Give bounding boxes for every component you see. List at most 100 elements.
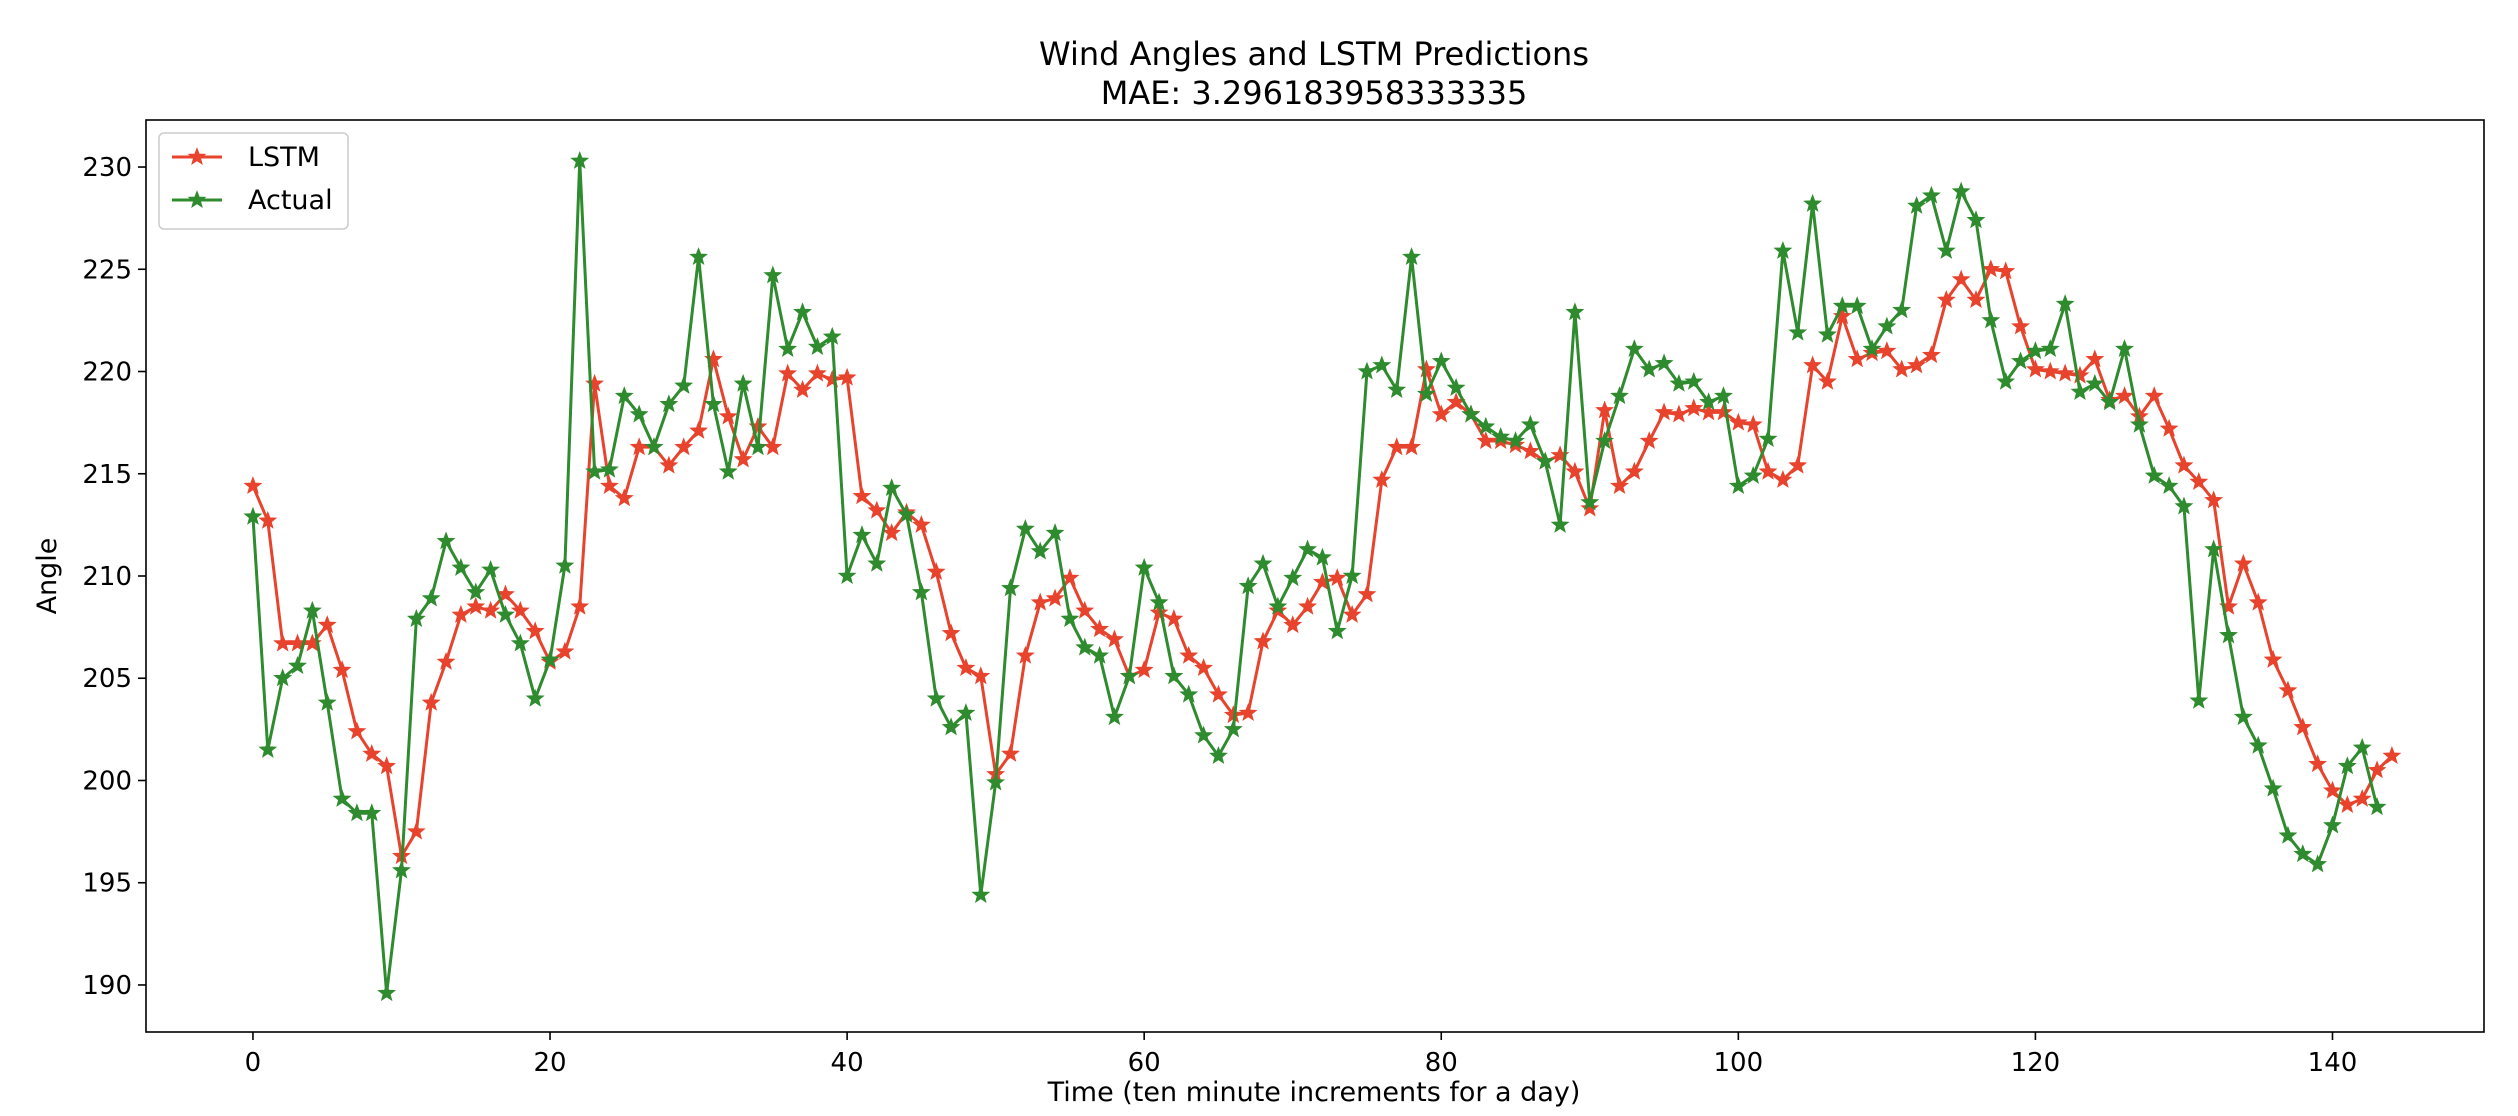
data-point [2248,735,2268,754]
x-tick-label: 80 [1425,1048,1458,1078]
data-point [243,476,263,495]
data-point [1981,259,2001,278]
data-point [2174,496,2194,515]
data-point [614,386,634,405]
data-point [1877,316,1897,335]
legend-marker [187,190,207,209]
data-point [807,337,827,355]
data-point [941,717,961,736]
data-point [1506,431,1525,450]
data-point [1223,719,1243,738]
data-point [1105,629,1124,648]
data-point [882,478,902,497]
data-point [302,600,322,619]
data-point [1610,386,1629,405]
data-point [2144,465,2164,484]
data-point [2367,797,2387,816]
data-point [421,692,441,711]
data-point [644,437,664,456]
data-point [332,788,352,807]
data-point [2337,795,2357,814]
data-point [1283,615,1303,634]
data-point [1847,349,1867,368]
data-point [2189,472,2209,490]
data-point [1283,568,1303,587]
data-point [2204,539,2224,558]
data-point [406,821,426,840]
data-point [1907,195,1927,214]
data-point [1803,355,1823,374]
data-point [837,367,857,386]
data-point [1238,576,1258,595]
data-point [2055,363,2075,382]
data-point [1134,660,1154,679]
data-point [689,247,708,266]
data-point [1090,619,1110,638]
data-point [1699,392,1719,411]
y-tick-label: 230 [82,153,132,183]
data-point [362,743,382,762]
data-point [2189,690,2209,709]
data-point [1298,596,1318,615]
data-point [1045,588,1065,607]
data-point [2011,351,2030,370]
data-point [2219,625,2238,644]
data-point [496,604,515,623]
data-point [1134,557,1154,576]
data-point [421,588,441,607]
data-point [1565,461,1585,480]
data-point [481,559,501,578]
data-point [406,609,426,627]
data-point [778,363,798,382]
data-point [1862,339,1882,358]
data-point [1402,437,1421,456]
data-point [837,566,857,585]
data-point [273,668,293,687]
data-point [570,150,590,169]
data-point [778,339,798,358]
data-point [1402,247,1421,266]
data-point [2040,361,2060,380]
data-point [2070,365,2090,384]
data-point [1565,302,1585,321]
data-point [1149,592,1169,611]
data-point [1818,371,1837,390]
data-point [392,860,411,879]
data-point [258,510,278,529]
data-point [1610,476,1629,495]
data-point [2085,349,2105,368]
data-point [2293,717,2313,736]
series-actual [243,150,2387,1002]
data-point [2011,316,2030,335]
data-point [2278,825,2298,844]
data-point [2323,815,2342,834]
data-point [585,461,605,480]
data-point [1312,572,1332,591]
data-point [1253,553,1273,572]
data-point [1936,240,1956,259]
y-tick-label: 225 [82,255,132,285]
data-point [703,394,723,413]
data-point [451,604,471,623]
data-point [956,703,976,722]
data-point [2278,680,2298,699]
data-point [1194,725,1214,744]
data-point [2263,649,2283,668]
data-point [1520,414,1540,433]
data-point [807,363,827,382]
data-point [317,692,337,711]
data-point [867,553,887,572]
data-point [1164,666,1184,685]
data-point [1981,310,2001,329]
data-point [1179,684,1199,703]
x-axis-label: Time (ten minute increments for a day) [1047,1077,1581,1108]
data-point [763,265,783,284]
data-point [555,555,575,574]
y-tick-label: 205 [82,664,132,694]
data-point [1966,210,1986,229]
data-point [2100,392,2120,411]
data-point [317,615,337,634]
data-point [1209,746,1228,764]
data-point [2040,339,2060,358]
data-point [1357,584,1377,603]
